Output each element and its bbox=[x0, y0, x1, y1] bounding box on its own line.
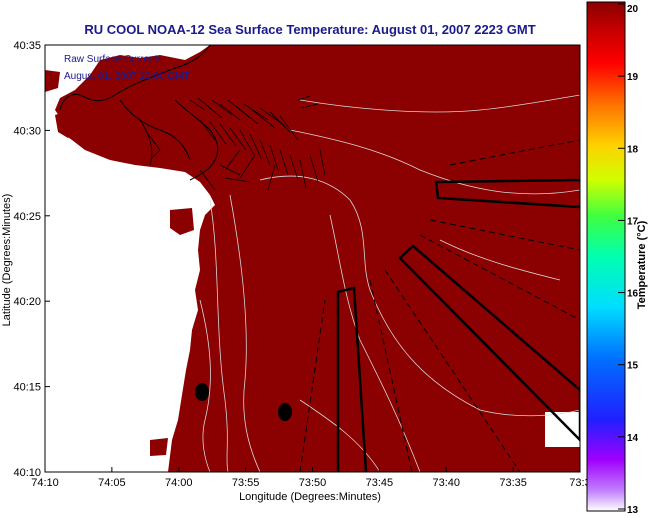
land-area bbox=[45, 45, 215, 472]
current-vectors bbox=[189, 95, 326, 191]
colorbar-tick-label: 20 bbox=[627, 4, 639, 15]
colorbar-tick-label: 15 bbox=[627, 361, 639, 372]
colorbar-tick-label: 18 bbox=[627, 144, 639, 155]
colorbar-tick-label: 16 bbox=[627, 289, 639, 300]
x-tick-label: 73:55 bbox=[232, 477, 260, 489]
coastline bbox=[139, 119, 161, 166]
x-axis: 74:10 74:05 74:00 73:55 73:50 73:45 73:40 73:35… bbox=[31, 467, 591, 489]
x-tick-label: 73:40 bbox=[432, 477, 460, 489]
station-marker bbox=[195, 383, 209, 401]
y-axis-label: Latitude (Degrees:Minutes) bbox=[1, 194, 13, 327]
colorbar bbox=[586, 1, 626, 512]
y-tick-label: 40:20 bbox=[13, 296, 41, 308]
y-tick-label: 40:30 bbox=[13, 125, 41, 137]
colorbar-ticks: 20 19 18 17 16 15 14 13 bbox=[618, 3, 639, 516]
x-tick-label: 73:50 bbox=[299, 477, 327, 489]
land-sst-patch bbox=[95, 118, 118, 145]
x-tick-label: 74:10 bbox=[31, 477, 59, 489]
inset-line-1: Raw Surface Currents bbox=[64, 54, 162, 65]
y-tick-label: 40:25 bbox=[13, 211, 41, 223]
land-sst-patch bbox=[55, 110, 80, 138]
y-tick-label: 40:10 bbox=[13, 467, 41, 479]
no-data-patch bbox=[215, 55, 275, 67]
colorbar-tick-label: 17 bbox=[627, 216, 639, 227]
coastline bbox=[59, 45, 219, 181]
x-tick-label: 73:35 bbox=[499, 477, 527, 489]
y-tick-label: 40:35 bbox=[13, 40, 41, 52]
land-sst-patch bbox=[170, 208, 194, 235]
chart-title: RU COOL NOAA-12 Sea Surface Temperature:… bbox=[84, 22, 535, 37]
x-tick-label: 73:3 bbox=[569, 477, 590, 489]
x-axis-label: Longitude (Degrees:Minutes) bbox=[239, 491, 381, 503]
x-tick-label: 73:45 bbox=[366, 477, 394, 489]
inset-line-2: August 01, 2007 22:00 GMT bbox=[64, 71, 190, 82]
y-axis: 40:35 40:30 40:25 40:20 40:15 40:10 bbox=[13, 40, 50, 479]
land-sst-patch bbox=[150, 438, 168, 456]
colorbar-label: Temperature (°C) bbox=[636, 220, 648, 309]
map-plot-area bbox=[45, 45, 580, 472]
sector-outlines bbox=[336, 178, 580, 472]
colorbar-tick-label: 13 bbox=[627, 505, 639, 516]
land-sst-patch bbox=[45, 70, 60, 92]
x-tick-label: 74:00 bbox=[165, 477, 193, 489]
x-tick-label: 74:05 bbox=[98, 477, 126, 489]
colorbar-tick-label: 19 bbox=[627, 72, 639, 83]
no-data-patch bbox=[545, 412, 580, 447]
sector-dashed bbox=[299, 139, 580, 472]
colorbar-tick-label: 14 bbox=[627, 433, 639, 444]
y-tick-label: 40:15 bbox=[13, 382, 41, 394]
station-marker bbox=[278, 403, 292, 421]
scale-label: 50 cm/s bbox=[60, 439, 95, 450]
scale-bar bbox=[65, 454, 112, 466]
